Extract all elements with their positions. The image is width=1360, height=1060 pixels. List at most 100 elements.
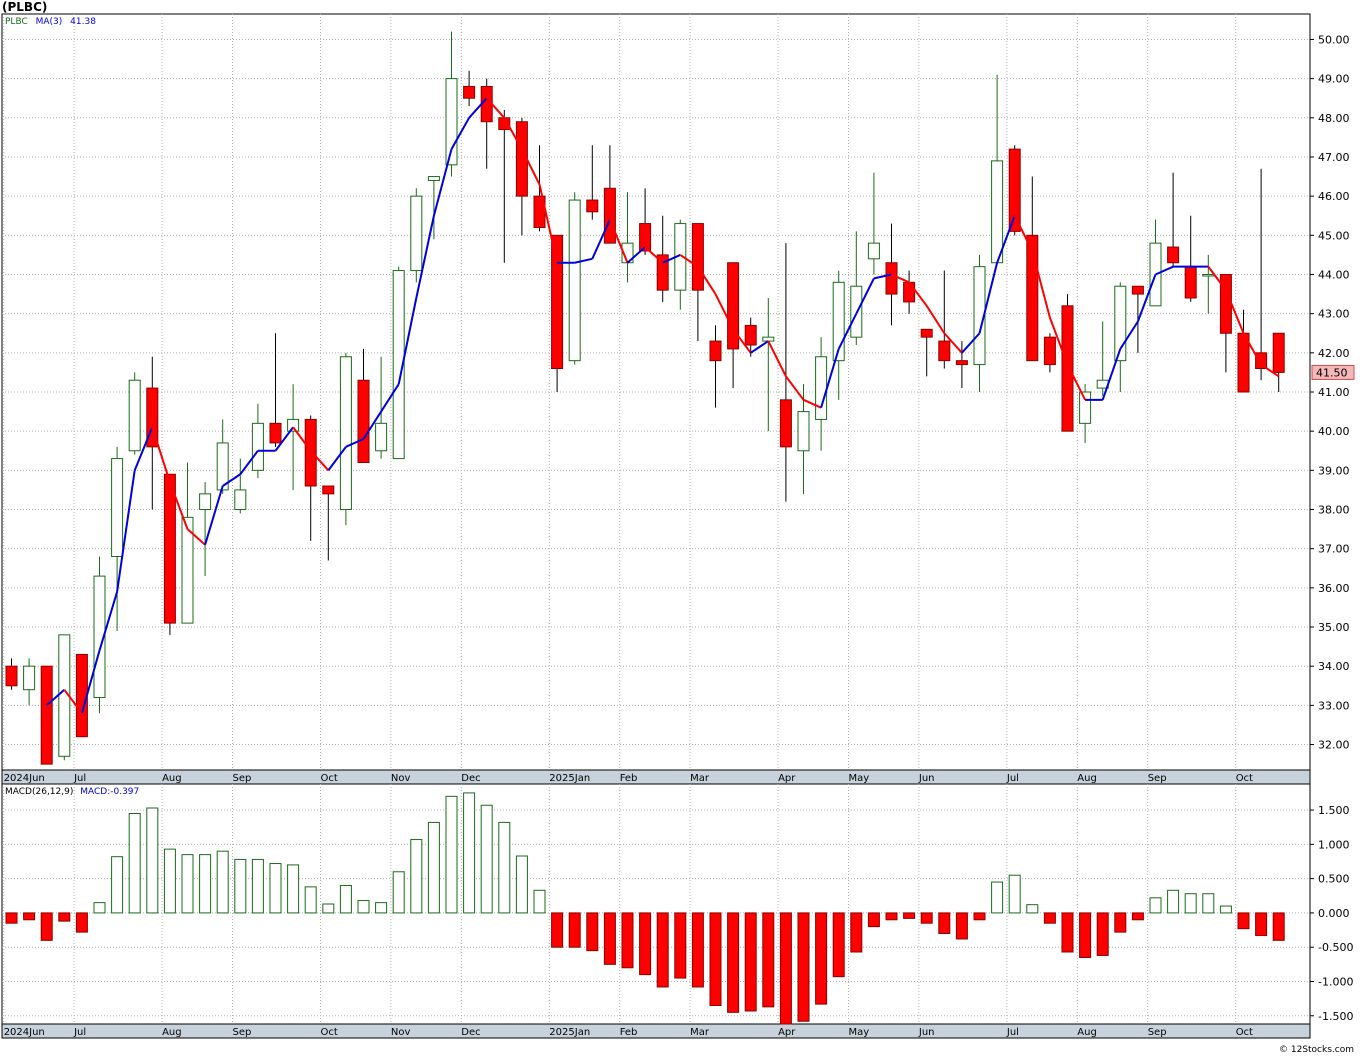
candle-body xyxy=(234,489,247,511)
x-tick-label: Mar xyxy=(690,773,710,784)
ma3-line-segment xyxy=(380,383,400,413)
candle-body xyxy=(392,270,405,460)
candle-body xyxy=(1061,305,1074,432)
macd-histogram-bar xyxy=(656,912,669,988)
macd-tick-label: 1.000 xyxy=(1318,838,1350,851)
macd-x-axis-band xyxy=(1,1023,1311,1039)
ma3-line-segment xyxy=(222,473,241,487)
ma3-line-segment xyxy=(80,650,101,714)
ma3-line-segment xyxy=(46,688,65,707)
x-tick-label: Feb xyxy=(620,773,638,784)
ma3-line-segment xyxy=(837,313,858,350)
candle-body xyxy=(1202,273,1215,277)
macd-histogram-bar xyxy=(603,912,616,965)
ma3-line-segment xyxy=(1260,363,1280,378)
ma3-line-segment xyxy=(468,97,488,119)
candle-body xyxy=(1131,285,1144,295)
candle-body xyxy=(1026,234,1039,362)
macd-x-tick-label: Jul xyxy=(73,1027,86,1038)
candle-body xyxy=(251,422,264,471)
macd-histogram-bar xyxy=(322,903,335,914)
ma3-line-segment xyxy=(274,426,294,452)
x-tick-label: Oct xyxy=(321,773,338,784)
x-tick-label: 2024Jun xyxy=(4,773,45,784)
x-tick-label: Nov xyxy=(391,773,411,784)
price-tick-label: 44.00 xyxy=(1318,268,1350,281)
candle-body xyxy=(762,336,775,342)
candle-body xyxy=(832,281,845,362)
macd-histogram-bar xyxy=(779,912,792,1025)
x-tick-label: Sep xyxy=(233,773,252,784)
macd-x-tick-label: Sep xyxy=(233,1027,252,1038)
ma3-line-segment xyxy=(1224,289,1245,334)
macd-histogram-bar xyxy=(691,912,704,988)
macd-histogram-bar xyxy=(216,850,229,914)
ma3-line-segment xyxy=(943,332,963,354)
macd-histogram-bar xyxy=(181,854,194,914)
ma3-line-segment xyxy=(608,219,629,264)
macd-histogram-bar xyxy=(867,912,880,928)
macd-histogram-bar xyxy=(920,912,933,924)
macd-histogram-bar xyxy=(40,912,53,941)
x-tick-label: Jun xyxy=(918,773,935,784)
macd-histogram-bar xyxy=(586,912,599,952)
candle-body xyxy=(1079,391,1092,424)
candle-body xyxy=(357,379,370,464)
ma3-line-segment xyxy=(820,348,840,408)
macd-histogram-bar xyxy=(23,912,36,921)
ma3-line-segment xyxy=(803,398,822,409)
x-tick-label: Aug xyxy=(162,773,182,784)
macd-histogram-bar xyxy=(1114,912,1127,933)
ma3-line-segment xyxy=(538,184,559,263)
macd-histogram-bar xyxy=(621,912,634,969)
macd-histogram-bar xyxy=(1202,893,1215,914)
macd-histogram-bar xyxy=(427,821,440,914)
candle-body xyxy=(867,242,880,260)
ma3-line-segment xyxy=(732,328,752,354)
macd-x-tick-label: 2025Jan xyxy=(549,1027,590,1038)
price-x-axis-band xyxy=(1,769,1311,785)
ma3-line-segment xyxy=(626,246,646,264)
candle-body xyxy=(269,422,282,444)
candle-body xyxy=(163,473,176,624)
price-tick-label: 39.00 xyxy=(1318,464,1350,477)
ma3-line-segment xyxy=(485,97,506,119)
candle-body xyxy=(1008,148,1021,232)
macd-histogram-bar xyxy=(480,804,493,914)
candle-body xyxy=(287,418,300,432)
ma3-line-segment xyxy=(767,340,787,377)
candle-body xyxy=(885,262,898,295)
price-tick-label: 33.00 xyxy=(1318,699,1350,712)
ma3-line-segment xyxy=(996,215,1016,264)
x-tick-label: 2025Jan xyxy=(549,773,590,784)
candle-body xyxy=(93,575,106,699)
ma3-line-segment xyxy=(116,470,136,592)
macd-histogram-bar xyxy=(1096,912,1109,956)
macd-histogram-bar xyxy=(903,912,916,919)
candle-body xyxy=(779,399,792,448)
candle-body xyxy=(568,199,581,362)
macd-histogram-bar xyxy=(199,854,212,914)
ma3-line-segment xyxy=(1136,274,1157,322)
price-tick-label: 45.00 xyxy=(1318,229,1350,242)
candle-body xyxy=(23,665,36,691)
candle-body xyxy=(656,254,669,291)
price-tick-label: 37.00 xyxy=(1318,543,1350,556)
candle-body xyxy=(1114,285,1127,362)
macd-histogram-bar xyxy=(163,848,176,914)
candle-body xyxy=(304,418,317,487)
ma3-line-segment xyxy=(397,297,418,385)
candle-body xyxy=(727,262,740,350)
ma3-line-segment xyxy=(644,246,664,264)
ma3-line-segment xyxy=(1242,332,1262,366)
candle-body xyxy=(815,356,828,420)
ma3-line-segment xyxy=(750,340,769,354)
ma3-line-segment xyxy=(1031,250,1051,318)
price-tick-label: 48.00 xyxy=(1318,112,1350,125)
ma3-line-segment xyxy=(327,446,347,471)
ma-label: MA(3) xyxy=(35,17,63,27)
macd-histogram-bar xyxy=(357,900,370,914)
macd-histogram-bar xyxy=(1061,912,1074,953)
